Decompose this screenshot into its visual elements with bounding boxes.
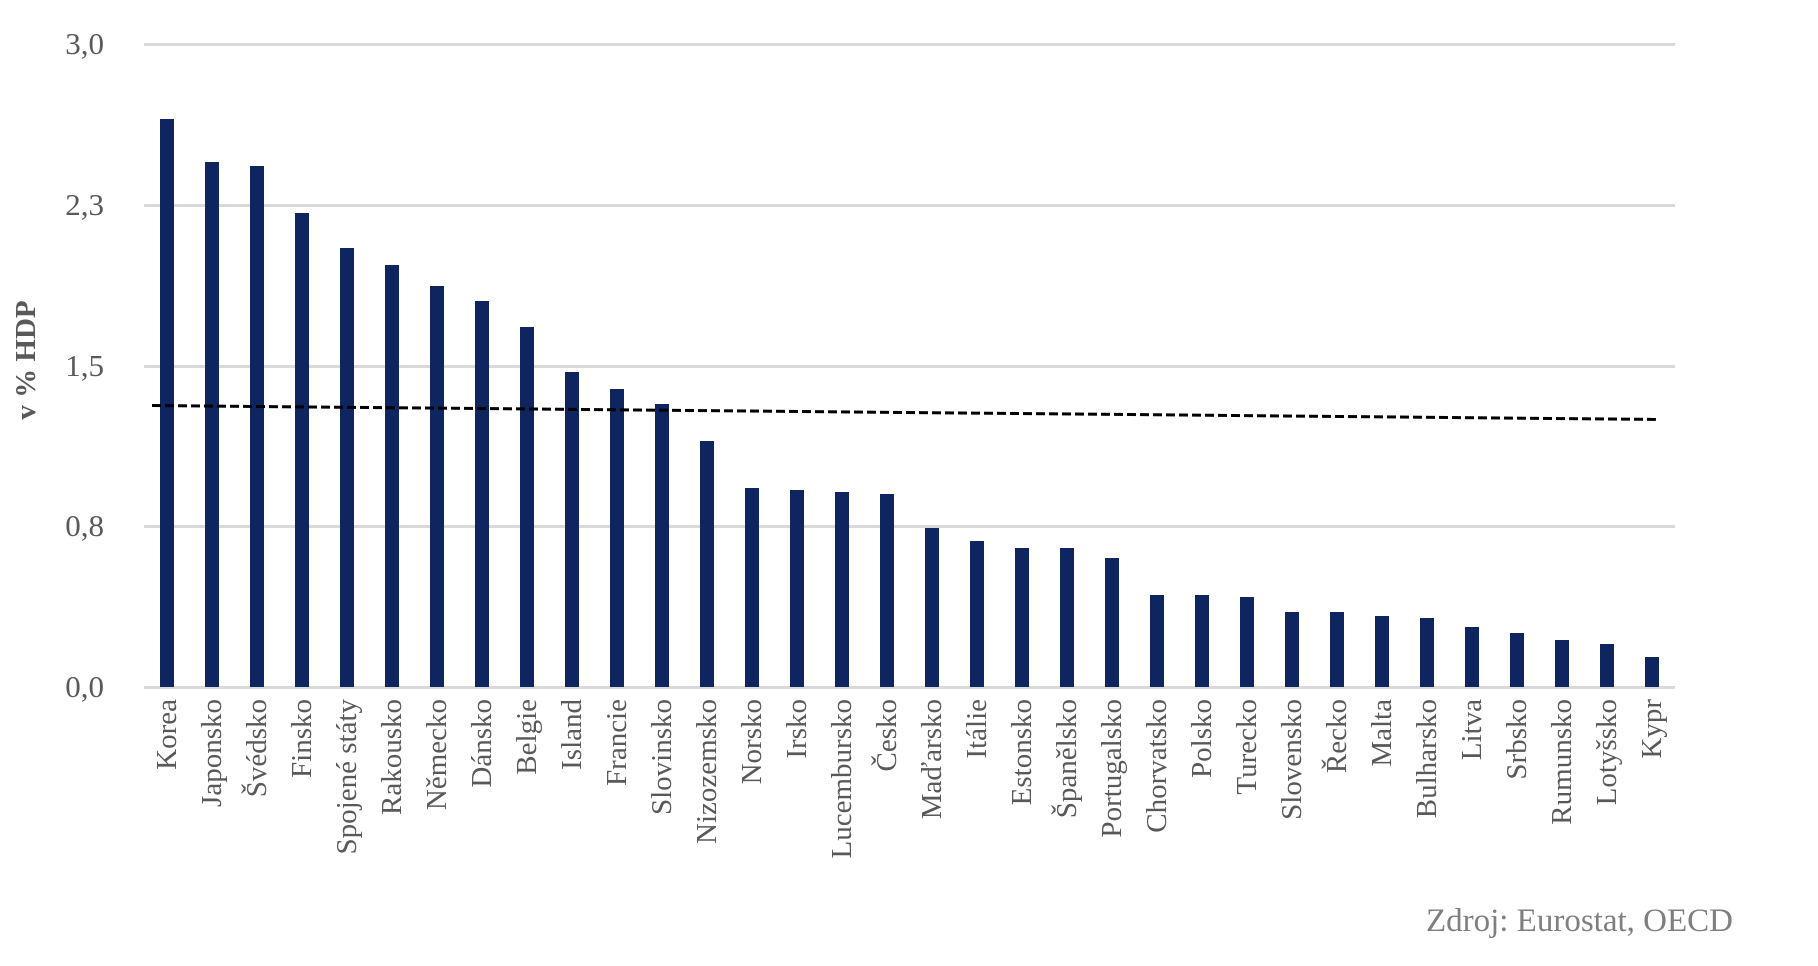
x-axis-label: Řecko xyxy=(1321,699,1353,774)
gridline xyxy=(144,364,1675,368)
bar xyxy=(1600,644,1614,687)
bar xyxy=(790,490,804,687)
bar xyxy=(1645,657,1659,687)
y-tick-label: 0,8 xyxy=(65,508,104,544)
bar xyxy=(835,492,849,687)
bar xyxy=(1510,633,1524,687)
x-axis-label: Bulharsko xyxy=(1411,699,1443,819)
x-axis-label: Francie xyxy=(601,699,633,786)
dashed-reference-line xyxy=(151,404,1656,421)
gridline xyxy=(144,43,1675,46)
source-note: Zdroj: Eurostat, OECD xyxy=(1425,903,1733,939)
x-axis-label: Irsko xyxy=(781,699,813,759)
x-axis-label: Lotyšsko xyxy=(1591,699,1623,806)
y-tick-label: 0,0 xyxy=(65,669,104,704)
bar xyxy=(385,265,399,687)
bar xyxy=(1555,640,1569,687)
x-axis-label: Slovensko xyxy=(1276,699,1308,820)
bar xyxy=(1330,612,1344,687)
x-axis-label: Norsko xyxy=(736,699,768,785)
bar xyxy=(1195,595,1209,687)
gridline xyxy=(144,525,1675,529)
bar xyxy=(1150,595,1164,687)
y-tick-label: 1,5 xyxy=(65,347,104,383)
x-axis-label: Korea xyxy=(151,699,183,770)
x-axis-label: Spojené státy xyxy=(331,699,363,855)
gridline xyxy=(144,203,1675,207)
bar xyxy=(1375,616,1389,687)
bar xyxy=(1105,558,1119,687)
x-axis-label: Rumunsko xyxy=(1546,699,1578,825)
bar xyxy=(1285,612,1299,687)
bar xyxy=(655,404,669,687)
bar xyxy=(475,301,489,687)
x-axis-label: Portugalsko xyxy=(1096,699,1128,838)
bar xyxy=(1060,548,1074,687)
x-axis-label: Turecko xyxy=(1231,699,1263,795)
bar xyxy=(745,488,759,687)
bar xyxy=(880,494,894,687)
bar xyxy=(565,372,579,687)
bar xyxy=(295,213,309,687)
bar xyxy=(925,528,939,687)
x-axis-label: Dánsko xyxy=(466,699,498,788)
bar xyxy=(205,162,219,687)
x-axis-label: Estonsko xyxy=(1006,699,1038,806)
bar xyxy=(1465,627,1479,687)
x-axis-label: Španělsko xyxy=(1051,699,1083,819)
x-axis-label: Česko xyxy=(871,699,903,772)
x-axis-label: Srbsko xyxy=(1501,699,1533,780)
x-axis-label: Itálie xyxy=(961,699,993,759)
y-tick-label: 2,3 xyxy=(65,186,104,222)
x-axis-label: Kypr xyxy=(1636,699,1668,759)
gridline xyxy=(144,686,1675,689)
x-axis-label: Japonsko xyxy=(196,699,228,807)
bar xyxy=(700,441,714,687)
x-axis-label: Polsko xyxy=(1186,699,1218,778)
bar xyxy=(1240,597,1254,687)
x-axis-label: Malta xyxy=(1366,699,1398,767)
bar xyxy=(970,541,984,687)
x-axis-label: Rakousko xyxy=(376,699,408,815)
bar xyxy=(1420,618,1434,687)
x-axis-label: Nizozemsko xyxy=(691,699,723,844)
x-axis-label: Maďarsko xyxy=(916,699,948,820)
x-axis-label: Lucembursko xyxy=(826,699,858,859)
x-axis-label: Belgie xyxy=(511,699,543,775)
x-axis-label: Chorvatsko xyxy=(1141,699,1173,833)
bar xyxy=(160,119,174,687)
y-tick-label: 3,0 xyxy=(65,26,104,61)
bar xyxy=(250,166,264,687)
x-axis-label: Slovinsko xyxy=(646,699,678,816)
bar xyxy=(430,286,444,687)
x-axis-label: Island xyxy=(556,699,588,770)
x-axis-label: Švédsko xyxy=(241,699,273,798)
x-axis-label: Finsko xyxy=(286,699,318,778)
bar xyxy=(340,248,354,687)
x-axis-label: Litva xyxy=(1456,699,1488,761)
x-axis-label: Německo xyxy=(421,699,453,811)
bar xyxy=(520,327,534,687)
bar xyxy=(1015,548,1029,687)
bar xyxy=(610,389,624,687)
